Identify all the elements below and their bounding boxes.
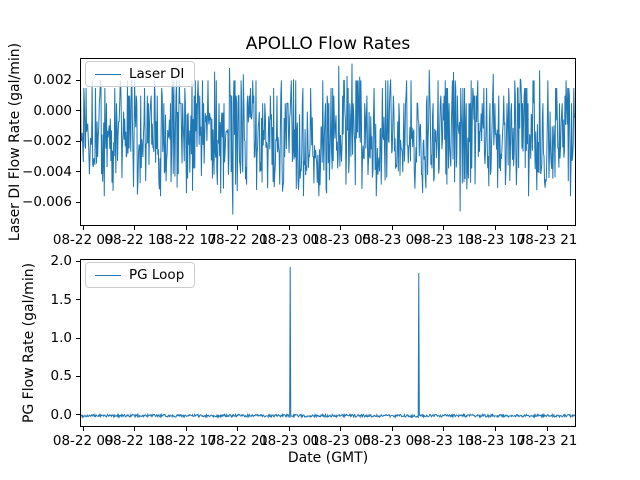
x-tick-label: 08-22 13 xyxy=(104,433,166,449)
y-tick-mark xyxy=(76,79,80,81)
laser-di-legend-label: Laser DI xyxy=(129,66,185,82)
y-tick-mark xyxy=(76,299,80,301)
x-tick-mark xyxy=(546,226,548,230)
x-tick-mark xyxy=(237,226,239,230)
laser-di-plot-area xyxy=(80,58,576,226)
x-tick-label: 08-23 05 xyxy=(310,232,372,248)
pg-loop-legend-label: PG Loop xyxy=(129,267,185,283)
y-tick-label: 0.0 xyxy=(50,406,72,423)
y-tick-label: 2.0 xyxy=(50,253,72,270)
x-tick-mark xyxy=(340,427,342,431)
x-tick-label: 08-23 21 xyxy=(516,433,578,449)
y-tick-mark xyxy=(76,414,80,416)
x-tick-mark xyxy=(443,226,445,230)
pg-loop-legend: PG Loop xyxy=(85,262,196,288)
y-tick-mark xyxy=(76,337,80,339)
pg-loop-series-line xyxy=(80,266,576,420)
x-tick-mark xyxy=(546,427,548,431)
laser-di-axes: Laser DI xyxy=(80,58,576,226)
y-tick-label: 0.000 xyxy=(33,102,72,119)
x-tick-label: 08-23 21 xyxy=(516,232,578,248)
y-tick-label: −0.002 xyxy=(22,133,72,150)
laser-di-legend: Laser DI xyxy=(85,61,196,87)
y-tick-label: −0.006 xyxy=(22,194,72,211)
pg-loop-axes: PG Loop xyxy=(80,259,576,427)
x-tick-mark xyxy=(82,427,84,431)
y-tick-mark xyxy=(76,140,80,142)
y-tick-mark xyxy=(76,375,80,377)
x-tick-mark xyxy=(288,226,290,230)
y-tick-label: −0.004 xyxy=(22,163,72,180)
x-tick-mark xyxy=(134,427,136,431)
x-tick-mark xyxy=(185,427,187,431)
x-tick-mark xyxy=(134,226,136,230)
laser-di-axes-frame xyxy=(80,58,576,226)
x-tick-label: 08-22 21 xyxy=(207,232,269,248)
figure-title: APOLLO Flow Rates xyxy=(245,34,411,54)
y-tick-label: 1.0 xyxy=(50,330,72,347)
x-tick-mark xyxy=(391,427,393,431)
x-tick-label: 08-23 09 xyxy=(362,232,423,248)
y-tick-mark xyxy=(76,110,80,112)
x-tick-label: 08-23 01 xyxy=(259,433,320,449)
laser-di-legend-line-icon xyxy=(95,73,121,75)
x-tick-label: 08-22 13 xyxy=(104,232,166,248)
x-tick-label: 08-23 01 xyxy=(259,232,320,248)
y-tick-label: 0.5 xyxy=(50,368,72,385)
x-tick-mark xyxy=(288,427,290,431)
y-tick-mark xyxy=(76,260,80,262)
x-tick-mark xyxy=(340,226,342,230)
x-tick-label: 08-23 17 xyxy=(465,433,526,449)
x-tick-label: 08-22 09 xyxy=(52,232,114,248)
pg-loop-axes-frame xyxy=(80,259,576,427)
x-tick-mark xyxy=(237,427,239,431)
laser-di-series-line xyxy=(80,63,576,215)
y-tick-label: 0.002 xyxy=(33,72,72,89)
x-tick-mark xyxy=(494,427,496,431)
x-tick-mark xyxy=(443,427,445,431)
x-tick-mark xyxy=(82,226,84,230)
x-tick-mark xyxy=(391,226,393,230)
x-tick-label: 08-22 17 xyxy=(155,433,217,449)
x-tick-label: 08-23 09 xyxy=(362,433,423,449)
x-axis-label: Date (GMT) xyxy=(287,450,369,466)
x-tick-mark xyxy=(494,226,496,230)
x-tick-label: 08-23 13 xyxy=(413,433,475,449)
x-tick-label: 08-22 17 xyxy=(155,232,217,248)
y-tick-mark xyxy=(76,201,80,203)
x-tick-label: 08-23 17 xyxy=(465,232,526,248)
x-tick-label: 08-23 05 xyxy=(310,433,372,449)
y-tick-mark xyxy=(76,171,80,173)
x-tick-mark xyxy=(185,226,187,230)
pg-loop-legend-line-icon xyxy=(95,274,121,276)
x-tick-label: 08-23 13 xyxy=(413,232,475,248)
y-tick-label: 1.5 xyxy=(50,291,72,308)
x-tick-label: 08-22 09 xyxy=(52,433,114,449)
pg-loop-plot-area xyxy=(80,259,576,427)
x-tick-label: 08-22 21 xyxy=(207,433,269,449)
